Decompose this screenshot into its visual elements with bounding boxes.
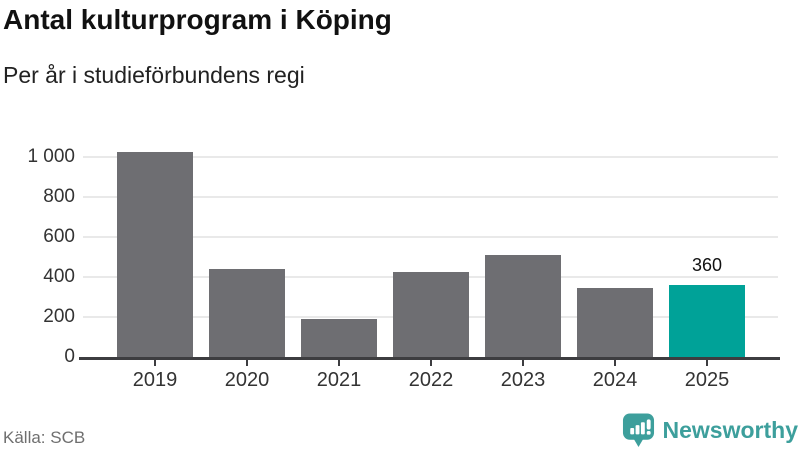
bar-value-label: 360 xyxy=(691,255,723,275)
bar xyxy=(301,319,377,357)
bar xyxy=(393,272,469,357)
x-axis-tick-label: 2020 xyxy=(224,369,270,391)
x-axis-tick xyxy=(338,360,340,366)
bar xyxy=(577,288,653,357)
newsworthy-logo[interactable]: Newsworthy xyxy=(622,412,798,448)
source-note: Källa: SCB xyxy=(3,428,86,447)
x-axis-tick-label: 2021 xyxy=(316,369,362,391)
y-axis-tick-label: 800 xyxy=(43,185,75,207)
gridline xyxy=(83,195,778,198)
y-axis-tick-label: 0 xyxy=(64,346,75,367)
x-axis-tick xyxy=(430,360,432,366)
y-axis-tick-label: 1 000 xyxy=(27,145,75,167)
gridline xyxy=(83,235,778,238)
x-axis-tick xyxy=(614,360,616,366)
y-axis-tick-label: 600 xyxy=(43,225,75,247)
x-axis-tick-label: 2022 xyxy=(408,369,454,391)
x-axis-tick xyxy=(154,360,156,366)
bar xyxy=(209,269,285,357)
x-axis-tick xyxy=(246,360,248,366)
y-axis-tick-label: 200 xyxy=(43,305,75,327)
newsworthy-logo-text: Newsworthy xyxy=(662,416,798,443)
x-axis-tick xyxy=(522,360,524,366)
bar-highlight xyxy=(669,285,745,357)
x-axis-tick-label: 2023 xyxy=(500,369,546,391)
x-axis-line xyxy=(79,357,780,360)
x-axis-tick-label: 2019 xyxy=(132,369,178,391)
chart-subtitle: Per år i studieförbundens regi xyxy=(3,62,305,88)
y-axis-tick-label: 400 xyxy=(43,265,75,287)
gridline xyxy=(83,155,778,158)
chart-title: Antal kulturprogram i Köping xyxy=(3,4,392,35)
x-axis-tick-label: 2024 xyxy=(592,369,638,391)
newsworthy-logo-icon xyxy=(622,413,654,447)
bar xyxy=(485,255,561,357)
bar xyxy=(117,152,193,357)
x-axis-tick-label: 2025 xyxy=(684,369,730,391)
x-axis-tick xyxy=(706,360,708,366)
